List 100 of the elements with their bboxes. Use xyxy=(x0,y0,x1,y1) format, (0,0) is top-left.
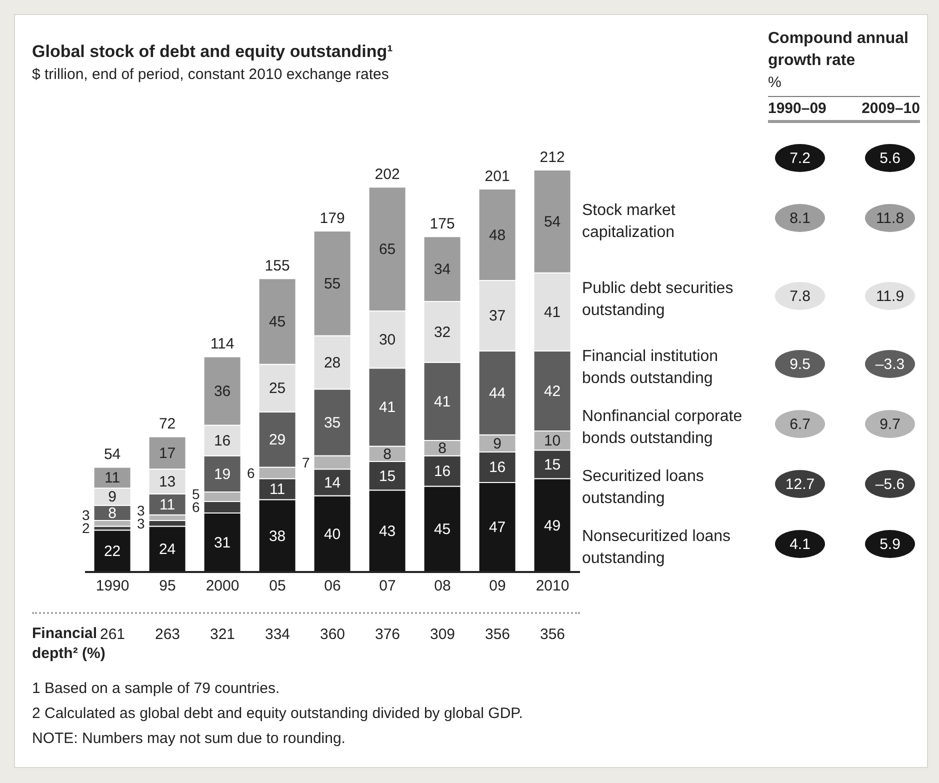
data-label: 41 xyxy=(544,304,561,321)
text: 9.5 xyxy=(775,350,825,378)
data-label: 16 xyxy=(434,463,451,480)
x-tick-label: 05 xyxy=(269,578,286,595)
data-label: 8 xyxy=(108,504,116,522)
data-label: 36 xyxy=(214,383,231,400)
legend-label: Nonfinancial corporate bonds outstanding xyxy=(582,407,744,449)
data-label: 45 xyxy=(268,313,286,330)
text: 321 xyxy=(208,626,236,643)
data-label: 41 xyxy=(378,399,396,416)
data-label: 55 xyxy=(324,275,341,292)
text: Compound annual growth rate xyxy=(768,29,910,71)
series-label: Public debt securities outstanding xyxy=(582,279,734,321)
data-label: 11 xyxy=(160,496,176,514)
data-label: 54 xyxy=(544,213,561,230)
text: 360 xyxy=(318,626,346,643)
data-label: 9 xyxy=(108,488,116,506)
total-label: 54 xyxy=(104,446,121,464)
bar xyxy=(93,530,132,572)
text: 5.6 xyxy=(865,144,915,172)
series-label: Stock market capitalization xyxy=(582,201,676,243)
text: 334 xyxy=(264,626,292,643)
text: –3.3 xyxy=(865,350,915,378)
data-label: 65 xyxy=(378,241,396,258)
data-label: 32 xyxy=(434,324,451,341)
data-label: 49 xyxy=(544,517,561,534)
text: 11.9 xyxy=(865,282,915,310)
text: 9.7 xyxy=(865,410,915,438)
x-tick-label: 09 xyxy=(489,578,506,595)
data-label: 38 xyxy=(268,528,286,545)
data-label: 44 xyxy=(488,384,506,402)
text: 11.8 xyxy=(865,204,915,232)
data-label: 19 xyxy=(214,466,231,483)
text: NOTE: Numbers may not sum due to rounding. xyxy=(32,730,346,747)
text: 356 xyxy=(538,626,566,643)
data-label: 16 xyxy=(214,432,231,450)
data-label: 10 xyxy=(544,432,561,450)
text: 7.8 xyxy=(775,282,825,310)
text: 12.7 xyxy=(775,470,825,498)
data-label: 40 xyxy=(324,526,341,543)
text: 1 Based on a sample of 79 countries. xyxy=(32,680,280,697)
data-label: 11 xyxy=(104,470,120,487)
data-label: 11 xyxy=(270,481,286,498)
data-label: 29 xyxy=(268,432,286,449)
data-label: 9 xyxy=(493,435,502,452)
data-label: 22 xyxy=(104,543,121,560)
text: 376 xyxy=(374,626,402,643)
total-label: 175 xyxy=(430,216,455,233)
data-label: 42 xyxy=(544,383,561,400)
x-tick-label: 1990 xyxy=(96,578,130,595)
data-label: 30 xyxy=(378,332,396,349)
x-tick-label: 2000 xyxy=(206,578,240,595)
x-tick-label: 2010 xyxy=(536,578,570,595)
total-label: 72 xyxy=(158,416,176,433)
text: 2 Calculated as global debt and equity outstanding divided by global GDP. xyxy=(32,705,523,722)
text: 5.9 xyxy=(865,530,915,558)
total-label: 155 xyxy=(264,258,290,275)
data-label: 48 xyxy=(488,226,506,244)
data-label: 17 xyxy=(158,444,176,462)
text: 356 xyxy=(484,626,512,643)
data-label: 28 xyxy=(324,354,341,372)
text: 8.1 xyxy=(775,204,825,232)
text: 263 xyxy=(154,626,182,643)
total-label: 179 xyxy=(320,210,345,227)
x-tick-label: 95 xyxy=(159,578,176,595)
data-label: 41 xyxy=(434,393,451,410)
data-label: 8 xyxy=(438,440,446,458)
text: % xyxy=(768,74,782,91)
data-label: 45 xyxy=(434,521,451,538)
chart-subtitle: $ trillion, end of period, constant 2010 exchange rates xyxy=(32,66,389,83)
data-label: 6 xyxy=(247,464,256,481)
series-label: Nonsecuritized loans outstanding xyxy=(582,527,732,569)
data-label: 15 xyxy=(544,456,561,474)
data-label: 13 xyxy=(158,474,176,490)
data-label: 7 xyxy=(302,454,310,470)
text: 309 xyxy=(428,626,456,643)
data-label: 34 xyxy=(434,261,451,278)
x-tick-label: 08 xyxy=(434,578,451,595)
data-label: 25 xyxy=(268,380,286,398)
text: 1990–09 xyxy=(768,100,826,117)
total-label: 202 xyxy=(374,166,400,184)
data-label: 24 xyxy=(158,541,176,558)
series-label: Securitized loans outstanding xyxy=(582,467,705,509)
data-label: 31 xyxy=(214,534,231,552)
text: 4.1 xyxy=(775,530,825,558)
data-label: 16 xyxy=(488,459,506,476)
text: 7.2 xyxy=(775,144,825,172)
data-label: 35 xyxy=(324,414,341,432)
x-tick-label: 07 xyxy=(379,578,396,595)
data-label: 37 xyxy=(488,308,506,325)
data-label: 15 xyxy=(378,468,396,485)
data-label: 14 xyxy=(324,474,341,492)
data-label: 43 xyxy=(378,523,396,540)
chart-title: Global stock of debt and equity outstanding¹ xyxy=(32,42,393,62)
x-tick-label: 06 xyxy=(324,578,341,595)
text: 6.7 xyxy=(775,410,825,438)
data-label: 8 xyxy=(383,446,392,463)
total-label: 212 xyxy=(540,149,565,166)
text: 261 xyxy=(100,626,126,643)
text: –5.6 xyxy=(865,470,915,498)
